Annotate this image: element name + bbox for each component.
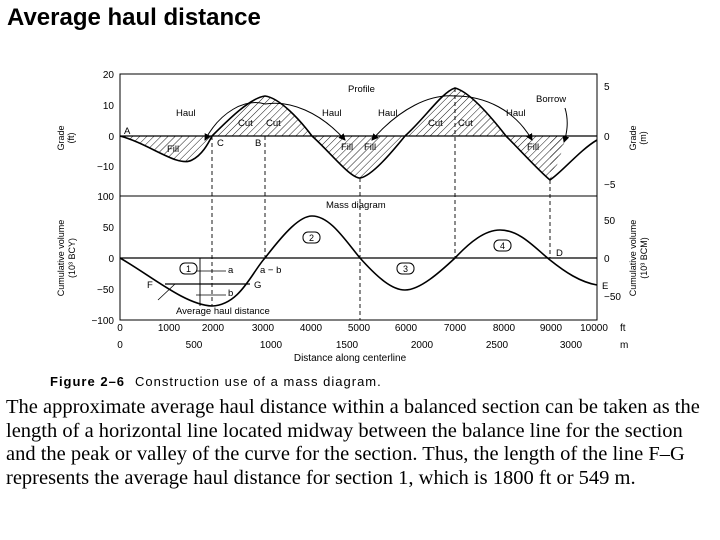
ytick-bottom-50: 50	[103, 223, 115, 234]
figure-caption: Figure 2–6 Construction use of a mass dia…	[50, 374, 382, 389]
point-d-label: D	[556, 248, 563, 259]
ytick-right-5: 5	[604, 82, 610, 93]
section-number-3: 3	[403, 264, 408, 274]
ytick-bottom-0: 0	[108, 254, 114, 265]
xtick-ft-4000: 4000	[300, 323, 323, 334]
xunit-m: m	[620, 340, 628, 351]
xtick-ft-5000: 5000	[348, 323, 371, 334]
section-marker-2	[302, 231, 321, 244]
ytick-right-bottom-0: 0	[604, 254, 610, 265]
left-bottom-axis-unit: (10³ BCY)	[67, 238, 77, 278]
xtick-ft-1000: 1000	[158, 323, 181, 334]
figure-caption-label: Figure 2–6	[50, 374, 126, 389]
right-bottom-axis-unit: (10³ BCM)	[639, 237, 649, 279]
ytick-top-neg10: −10	[97, 162, 114, 173]
cut-area-1	[212, 96, 312, 136]
cut-area-2	[405, 88, 506, 136]
ytick-top-10: 10	[103, 101, 115, 112]
left-top-axis-unit: (ft)	[66, 133, 76, 144]
right-top-axis-unit: (m)	[638, 131, 648, 145]
ytick-right-neg5: −5	[604, 180, 616, 191]
label-b: b	[228, 288, 233, 299]
mass-diagram-label: Mass diagram	[326, 200, 386, 211]
label-a-minus-b: a − b	[260, 265, 281, 276]
ytick-bottom-neg100: −100	[91, 316, 114, 327]
explanation-paragraph: The approximate average haul distance wi…	[6, 396, 700, 489]
left-bottom-axis-label: Cumulative volume	[56, 220, 66, 297]
xtick-ft-8000: 8000	[493, 323, 516, 334]
point-c-label: C	[217, 138, 224, 149]
xtick-m-2000: 2000	[411, 340, 434, 351]
point-e-label: E	[602, 281, 608, 292]
profile-label: Profile	[348, 84, 375, 95]
cut-label-2: Cut	[266, 118, 281, 129]
section-number-4: 4	[500, 241, 505, 251]
haul-label-1: Haul	[176, 108, 196, 119]
fill-label-2: Fill	[341, 142, 353, 153]
xtick-m-1000: 1000	[260, 340, 283, 351]
point-g-label: G	[254, 280, 261, 291]
xtick-ft-10000: 10000	[580, 323, 608, 334]
ytick-bottom-100: 100	[97, 192, 114, 203]
fill-area-1	[120, 136, 212, 162]
left-top-axis-label: Grade	[56, 125, 66, 150]
xtick-ft-6000: 6000	[395, 323, 418, 334]
haul-label-3: Haul	[378, 108, 398, 119]
ytick-right-0: 0	[604, 132, 610, 143]
label-a: a	[228, 265, 234, 276]
xtick-m-2500: 2500	[486, 340, 509, 351]
right-bottom-axis-label: Cumulative volume	[628, 220, 638, 297]
fill-area-2	[312, 136, 405, 178]
ytick-right-50: 50	[604, 216, 616, 227]
figure-caption-text: Construction use of a mass diagram.	[135, 374, 382, 389]
ytick-bottom-neg50: −50	[97, 285, 114, 296]
slide-title: Average haul distance	[7, 4, 261, 31]
mass-diagram-figure: 20 10 0 −10 100 50 0 −50 −100 5 0 −5 50 …	[56, 70, 649, 364]
haul-label-4: Haul	[506, 108, 526, 119]
cut-label-1: Cut	[238, 118, 253, 129]
haul-label-2: Haul	[322, 108, 342, 119]
point-b-label: B	[255, 138, 261, 149]
xtick-ft-2000: 2000	[202, 323, 225, 334]
cut-label-4: Cut	[458, 118, 473, 129]
ytick-top-0: 0	[108, 132, 114, 143]
section-marker-4	[493, 239, 512, 252]
xtick-m-0: 0	[117, 340, 123, 351]
point-f-label: F	[147, 280, 153, 291]
right-top-axis-label: Grade	[628, 125, 638, 150]
cut-label-3: Cut	[428, 118, 443, 129]
section-number-1: 1	[186, 264, 191, 274]
section-number-2: 2	[309, 233, 314, 243]
fill-label-4: Fill	[527, 142, 539, 153]
profile-curve	[119, 87, 598, 181]
xtick-m-3000: 3000	[560, 340, 583, 351]
borrow-area	[550, 136, 566, 180]
avg-haul-label: Average haul distance	[176, 306, 270, 317]
ytick-right-neg50: −50	[604, 292, 621, 303]
section-marker-3	[396, 262, 415, 275]
mass-curve	[119, 215, 598, 307]
xunit-ft: ft	[620, 323, 626, 334]
xtick-m-500: 500	[186, 340, 203, 351]
xtick-ft-0: 0	[117, 323, 123, 334]
xtick-ft-3000: 3000	[252, 323, 275, 334]
xtick-ft-9000: 9000	[540, 323, 563, 334]
xtick-m-1500: 1500	[336, 340, 359, 351]
fill-label-1: Fill	[167, 144, 179, 155]
xtick-ft-7000: 7000	[444, 323, 467, 334]
ytick-top-20: 20	[103, 70, 115, 81]
x-axis-label: Distance along centerline	[294, 353, 407, 364]
point-a-label: A	[124, 126, 131, 137]
section-marker-1	[179, 262, 198, 275]
fill-label-3: Fill	[364, 142, 376, 153]
borrow-label: Borrow	[536, 94, 566, 105]
